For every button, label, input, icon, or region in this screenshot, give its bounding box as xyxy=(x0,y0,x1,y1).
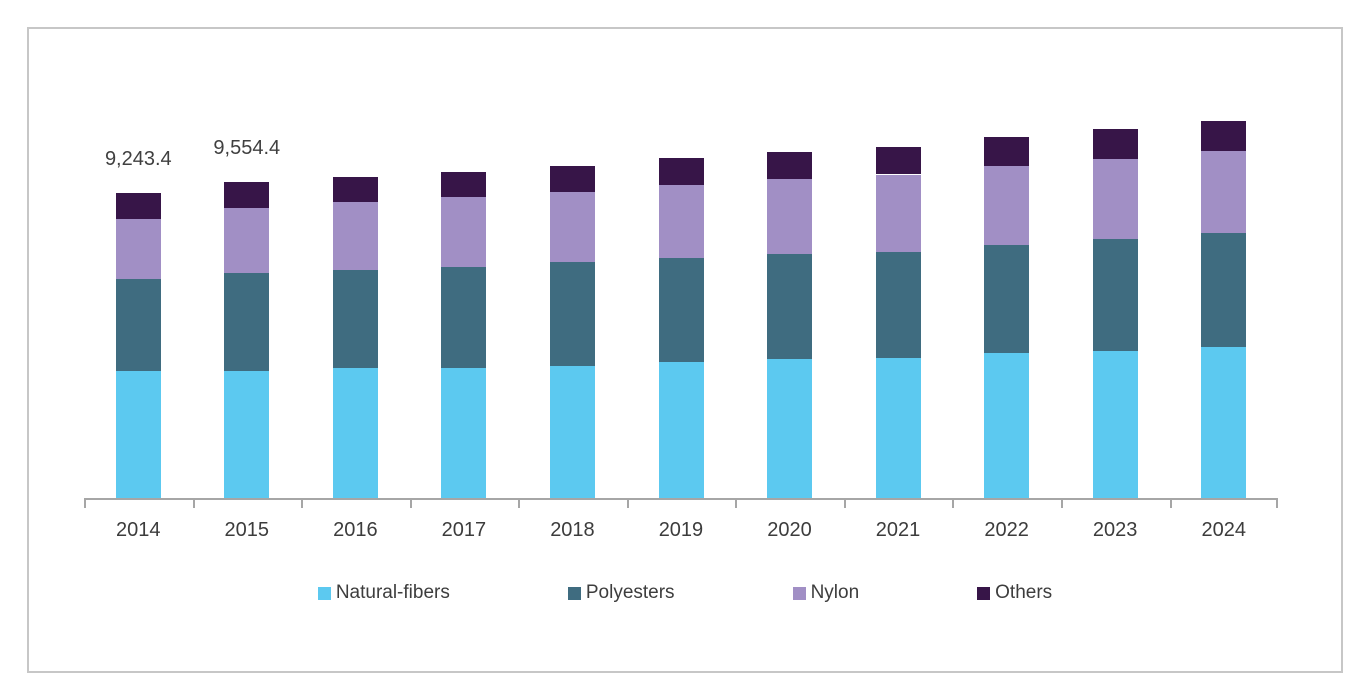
plot-area: 9,243.4 9,554.4 xyxy=(84,29,1278,508)
segment-others-2017 xyxy=(441,171,487,198)
segment-natural-fibers-2024 xyxy=(1201,346,1247,498)
x-axis-label-2016: 2016 xyxy=(333,519,378,541)
segment-polyesters-2021 xyxy=(875,251,921,358)
x-axis-labels: 2014 2015 2016 2017 2018 2019 2020 2021 2022 2023… xyxy=(84,519,1278,545)
legend-swatch-polyesters xyxy=(567,586,581,600)
axis-tick xyxy=(626,500,629,508)
segment-nylon-2019 xyxy=(658,184,704,258)
segment-others-2020 xyxy=(767,151,812,179)
segment-nylon-2023 xyxy=(1092,158,1138,239)
segment-nylon-2015 xyxy=(224,207,270,274)
segment-others-2024 xyxy=(1201,120,1247,151)
segment-polyesters-2023 xyxy=(1092,238,1138,351)
segment-others-2023 xyxy=(1092,129,1138,159)
legend-item-others: Others xyxy=(977,582,1052,604)
chart-panel: 9,243.4 9,554.4 2014 2015 2016 2017 2018 2019 2… xyxy=(27,27,1343,673)
x-axis-label-2022: 2022 xyxy=(984,519,1029,541)
x-axis-label-2019: 2019 xyxy=(658,519,704,541)
x-axis-label-2018: 2018 xyxy=(550,519,595,541)
segment-natural-fibers-2021 xyxy=(875,357,921,498)
legend-swatch-nylon xyxy=(792,586,806,600)
axis-tick xyxy=(518,500,521,508)
axis-tick xyxy=(843,500,846,508)
bar-total-label-2015: 9,554.4 xyxy=(213,137,281,160)
segment-polyesters-2019 xyxy=(658,257,704,363)
segment-others-2021 xyxy=(875,146,921,175)
segment-polyesters-2017 xyxy=(441,266,487,368)
legend-swatch-others xyxy=(977,586,991,600)
axis-tick xyxy=(84,500,86,508)
segment-natural-fibers-2020 xyxy=(767,359,812,498)
segment-nylon-2017 xyxy=(441,197,487,267)
axis-tick xyxy=(1276,500,1278,508)
segment-natural-fibers-2019 xyxy=(658,362,704,498)
x-axis-label-2023: 2023 xyxy=(1092,519,1138,541)
legend-label: Polyesters xyxy=(585,582,675,603)
segment-natural-fibers-2015 xyxy=(224,370,270,498)
segment-polyesters-2024 xyxy=(1201,232,1247,347)
x-axis-label-2014: 2014 xyxy=(116,519,161,541)
segment-natural-fibers-2018 xyxy=(550,365,595,498)
legend-item-nylon: Nylon xyxy=(792,582,860,604)
x-axis-label-2020: 2020 xyxy=(767,519,812,541)
segment-others-2022 xyxy=(984,137,1030,167)
segment-nylon-2016 xyxy=(332,202,378,271)
segment-natural-fibers-2014 xyxy=(115,371,161,498)
segment-polyesters-2020 xyxy=(767,254,812,360)
segment-natural-fibers-2016 xyxy=(332,368,378,498)
segment-natural-fibers-2017 xyxy=(441,367,487,498)
axis-tick xyxy=(192,500,195,508)
segment-nylon-2022 xyxy=(984,166,1030,246)
segment-nylon-2014 xyxy=(115,219,161,279)
segment-nylon-2018 xyxy=(550,192,595,263)
segment-nylon-2024 xyxy=(1201,150,1247,233)
segment-polyesters-2015 xyxy=(224,273,270,371)
x-axis-label-2017: 2017 xyxy=(441,519,487,541)
axis-tick xyxy=(1060,500,1063,508)
axis-tick xyxy=(301,500,304,508)
axis-tick xyxy=(409,500,412,508)
segment-nylon-2020 xyxy=(767,179,812,255)
segment-others-2014 xyxy=(115,192,161,220)
segment-polyesters-2022 xyxy=(984,245,1030,353)
x-axis-label-2015: 2015 xyxy=(224,519,270,541)
segment-natural-fibers-2022 xyxy=(984,352,1030,498)
segment-others-2018 xyxy=(550,166,595,193)
legend-label: Others xyxy=(995,582,1053,603)
x-axis-label-2021: 2021 xyxy=(875,519,921,541)
segment-nylon-2021 xyxy=(875,174,921,252)
segment-polyesters-2016 xyxy=(332,270,378,369)
legend-item-natural-fibers: Natural-fibers xyxy=(317,582,450,604)
segment-polyesters-2014 xyxy=(115,278,161,372)
legend-label: Nylon xyxy=(810,582,860,603)
segment-others-2019 xyxy=(658,158,704,185)
legend-item-polyesters: Polyesters xyxy=(567,582,675,604)
segment-others-2015 xyxy=(224,182,270,208)
axis-tick xyxy=(1169,500,1172,508)
legend-label: Natural-fibers xyxy=(335,582,450,603)
bar-total-label-2014: 9,243.4 xyxy=(104,147,172,170)
legend-swatch-natural-fibers xyxy=(317,586,331,600)
segment-polyesters-2018 xyxy=(550,262,595,366)
axis-tick xyxy=(952,500,955,508)
x-axis-line xyxy=(84,498,1278,500)
segment-others-2016 xyxy=(332,177,378,203)
x-axis-label-2024: 2024 xyxy=(1201,519,1247,541)
axis-tick xyxy=(735,500,738,508)
segment-natural-fibers-2023 xyxy=(1092,350,1138,498)
legend: Natural-fibers Polyesters Nylon Others xyxy=(29,582,1341,604)
